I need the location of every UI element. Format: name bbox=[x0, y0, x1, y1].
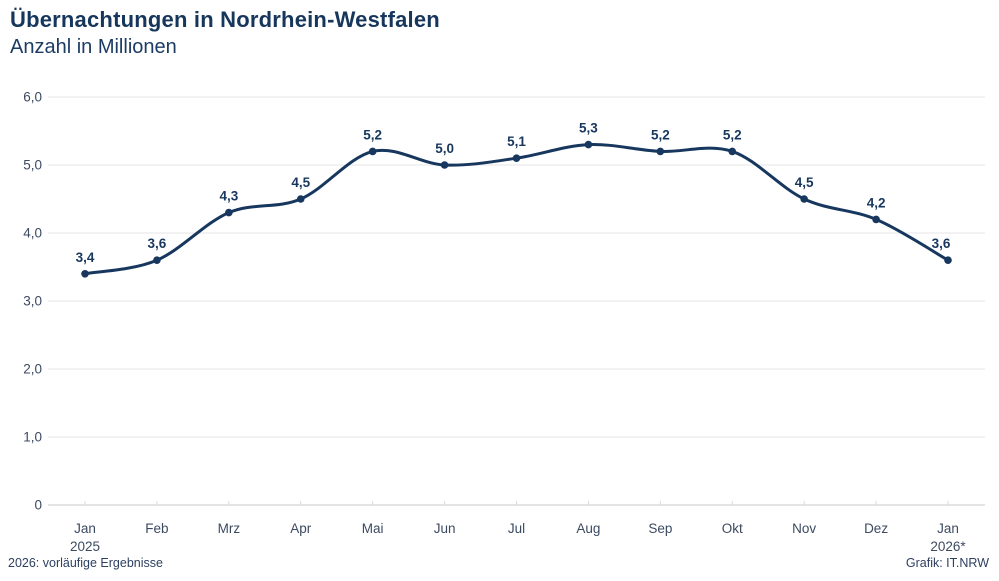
data-point-marker bbox=[512, 154, 521, 162]
footnote: 2026: vorläufige Ergebnisse bbox=[8, 556, 163, 570]
data-point-label: 5,2 bbox=[651, 127, 670, 142]
y-axis-tick-label: 6,0 bbox=[23, 90, 42, 105]
x-axis-tick-label: Nov bbox=[792, 521, 816, 536]
data-point-marker bbox=[728, 147, 737, 156]
data-point-label: 3,6 bbox=[932, 236, 951, 251]
data-point-label: 4,3 bbox=[219, 189, 238, 204]
data-point-label: 4,2 bbox=[867, 195, 886, 210]
chart-title: Übernachtungen in Nordrhein-Westfalen bbox=[10, 7, 440, 32]
y-axis-tick-label: 3,0 bbox=[23, 294, 42, 309]
data-point-label: 4,5 bbox=[291, 175, 310, 190]
x-axis-tick-label: Jul bbox=[508, 521, 525, 536]
data-point-marker bbox=[872, 215, 880, 224]
chart-footer: 2026: vorläufige Ergebnisse Grafik: IT.N… bbox=[0, 556, 999, 570]
data-point-label: 3,6 bbox=[148, 236, 167, 251]
x-axis-tick-label: Feb bbox=[145, 521, 168, 536]
data-point-marker bbox=[153, 256, 161, 265]
x-axis-tick-label: Mai bbox=[362, 521, 384, 536]
data-point-marker bbox=[296, 195, 305, 203]
data-point-marker bbox=[225, 208, 233, 217]
x-axis-tick-label: 2025 bbox=[70, 539, 100, 554]
data-point-label: 5,2 bbox=[363, 127, 382, 142]
x-axis-tick-label: Jan bbox=[937, 521, 959, 536]
data-point-label: 3,4 bbox=[76, 250, 95, 265]
x-axis-tick-label: Mrz bbox=[218, 521, 241, 536]
data-point-marker bbox=[440, 161, 449, 169]
x-axis-tick-label: Jan bbox=[74, 521, 96, 536]
x-axis-tick-label: Jun bbox=[434, 521, 456, 536]
data-point-marker bbox=[656, 147, 665, 156]
x-axis-tick-label: 2026* bbox=[930, 539, 966, 554]
x-axis-tick-label: Sep bbox=[648, 521, 672, 536]
data-line bbox=[83, 143, 950, 276]
y-axis-tick-label: 1,0 bbox=[23, 430, 42, 445]
data-point-marker bbox=[81, 270, 89, 278]
data-point-label: 5,0 bbox=[435, 141, 454, 156]
y-axis-tick-label: 5,0 bbox=[23, 158, 42, 173]
data-point-label: 5,3 bbox=[579, 121, 598, 136]
y-axis-tick-label: 4,0 bbox=[23, 226, 42, 241]
data-point-label: 5,2 bbox=[723, 127, 742, 142]
data-point-label: 5,1 bbox=[507, 134, 526, 149]
data-point-marker bbox=[800, 195, 808, 203]
chart-header: Übernachtungen in Nordrhein-Westfalen An… bbox=[10, 6, 440, 60]
x-axis-tick-label: Aug bbox=[576, 521, 600, 536]
data-point-marker bbox=[584, 140, 593, 149]
data-point-marker bbox=[944, 256, 952, 265]
x-axis-tick-label: Apr bbox=[290, 521, 312, 536]
data-point-label: 4,5 bbox=[795, 175, 814, 190]
y-axis-tick-label: 2,0 bbox=[23, 362, 42, 377]
chart-subtitle: Anzahl in Millionen bbox=[10, 35, 177, 58]
x-axis-tick-label: Okt bbox=[722, 521, 743, 536]
data-point-marker bbox=[368, 147, 377, 156]
credit: Grafik: IT.NRW bbox=[905, 556, 989, 570]
y-axis-tick-label: 0 bbox=[34, 498, 42, 513]
x-axis-tick-label: Dez bbox=[864, 521, 888, 536]
